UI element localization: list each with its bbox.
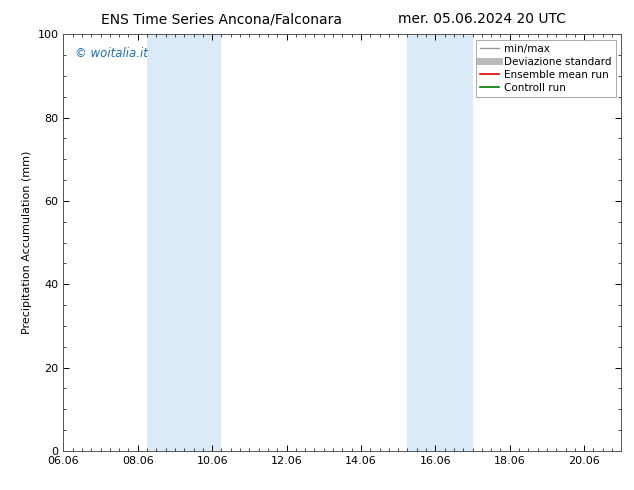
Text: © woitalia.it: © woitalia.it — [75, 47, 148, 60]
Text: mer. 05.06.2024 20 UTC: mer. 05.06.2024 20 UTC — [398, 12, 566, 26]
Y-axis label: Precipitation Accumulation (mm): Precipitation Accumulation (mm) — [22, 151, 32, 334]
Bar — [408, 34, 472, 451]
Text: ENS Time Series Ancona/Falconara: ENS Time Series Ancona/Falconara — [101, 12, 342, 26]
Bar — [147, 34, 221, 451]
Legend: min/max, Deviazione standard, Ensemble mean run, Controll run: min/max, Deviazione standard, Ensemble m… — [476, 40, 616, 97]
